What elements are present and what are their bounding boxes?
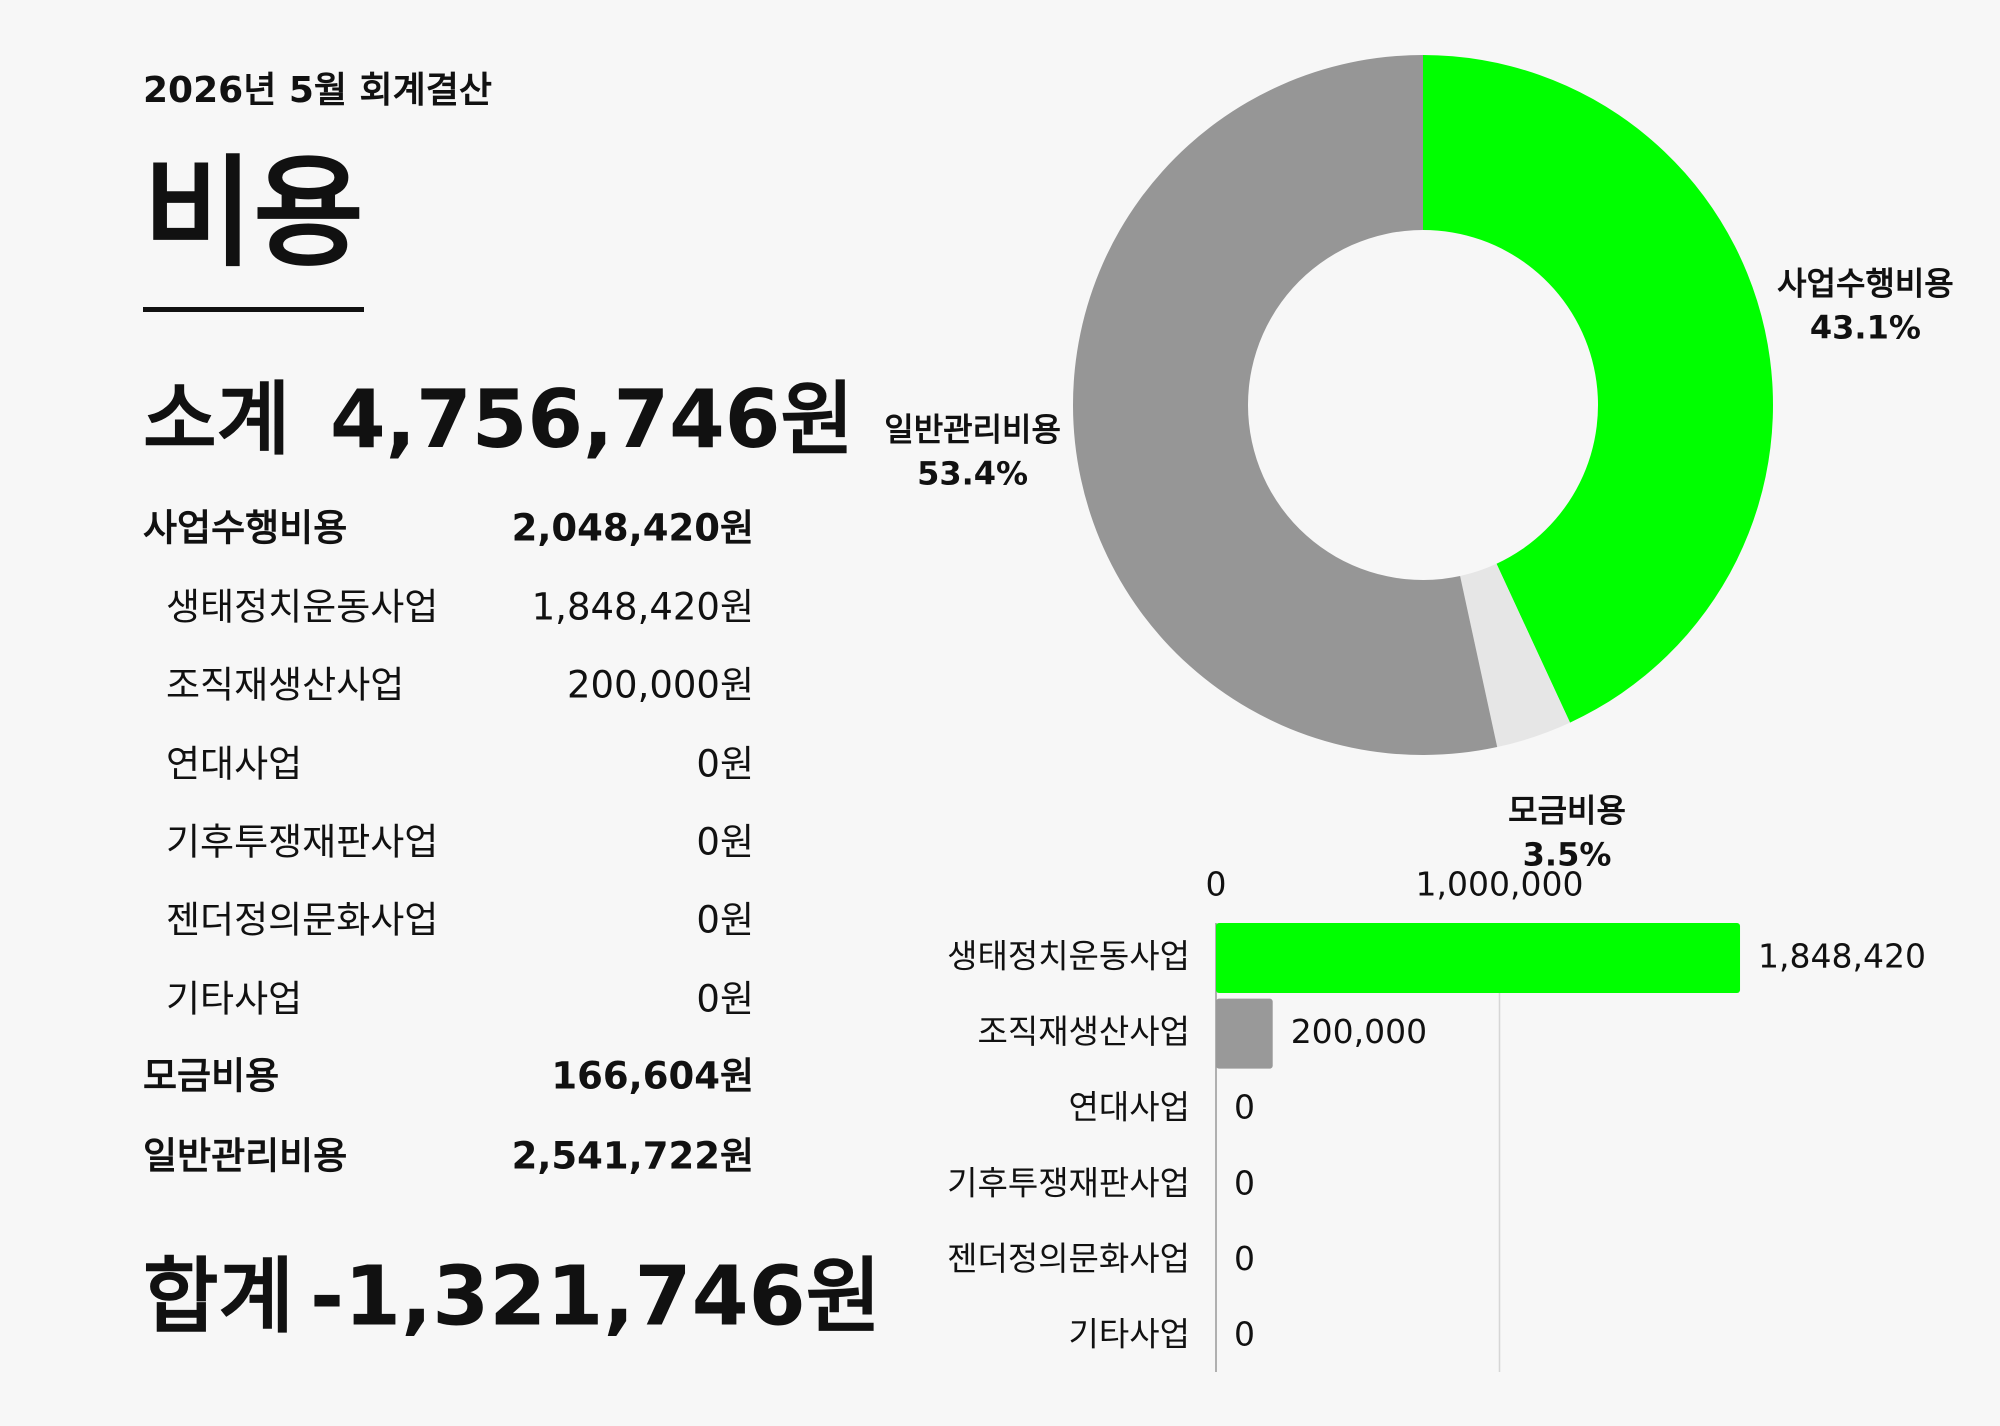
- row-label: 일반관리비용: [143, 1135, 347, 1178]
- subtotal-label: 소계: [143, 373, 290, 466]
- row-label: 조직재생산사업: [166, 664, 404, 707]
- row-label: 연대사업: [166, 743, 302, 786]
- bar-value-label: 0: [1234, 1088, 1255, 1127]
- row-value: 166,604원: [551, 1055, 754, 1098]
- x-tick-label: 0: [1206, 865, 1227, 904]
- donut-slice: [1072, 55, 1498, 756]
- slice-label: 사업수행비용: [1777, 265, 1954, 303]
- row-label: 모금비용: [143, 1055, 279, 1098]
- row-value: 2,048,420원: [512, 507, 754, 550]
- bar-value-label: 0: [1234, 1163, 1255, 1202]
- slice-value-label: 3.5%: [1523, 835, 1612, 873]
- slice-value-label: 43.1%: [1810, 309, 1921, 347]
- bar-category-label: 기타사업: [1069, 1315, 1190, 1354]
- row-label: 젠더정의문화사업: [166, 899, 438, 942]
- row-label: 기후투쟁재판사업: [166, 821, 438, 864]
- slice-value-label: 53.4%: [917, 454, 1028, 492]
- slice-label: 일반관리비용: [884, 410, 1061, 448]
- bar-category-label: 연대사업: [1069, 1088, 1190, 1127]
- bar-value-label: 0: [1234, 1315, 1255, 1354]
- bar: [1216, 998, 1273, 1069]
- row-label: 생태정치운동사업: [166, 586, 438, 629]
- bar-category-label: 기후투쟁재판사업: [947, 1163, 1190, 1202]
- row-value: 200,000원: [567, 664, 754, 707]
- subtotal-value: 4,756,746원: [330, 373, 854, 466]
- total-value: -1,321,746원: [310, 1249, 881, 1344]
- donut-slice: [1460, 563, 1571, 748]
- title: 비용: [143, 145, 364, 284]
- row-value: 0원: [696, 899, 754, 942]
- donut-slice: [1423, 55, 1774, 723]
- bar: [1216, 923, 1741, 993]
- total-label: 합계: [143, 1249, 294, 1344]
- x-tick-label: 1,000,000: [1416, 865, 1584, 904]
- row-label: 사업수행비용: [143, 507, 347, 550]
- row-value: 0원: [696, 743, 754, 786]
- slice-label: 모금비용: [1508, 791, 1626, 829]
- bar-category-label: 조직재생산사업: [977, 1012, 1190, 1051]
- bar-value-label: 200,000: [1291, 1012, 1427, 1051]
- bar-category-label: 생태정치운동사업: [947, 937, 1190, 976]
- bar-category-label: 젠더정의문화사업: [947, 1239, 1190, 1278]
- row-value: 0원: [696, 821, 754, 864]
- bar-value-label: 0: [1234, 1239, 1255, 1278]
- subtitle: 2026년 5월 회계결산: [143, 70, 492, 111]
- title-underline: [143, 307, 364, 312]
- row-value: 1,848,420원: [532, 586, 754, 629]
- row-value: 0원: [696, 978, 754, 1021]
- row-value: 2,541,722원: [512, 1135, 754, 1178]
- bar-value-label: 1,848,420: [1758, 937, 1926, 976]
- row-label: 기타사업: [166, 978, 302, 1021]
